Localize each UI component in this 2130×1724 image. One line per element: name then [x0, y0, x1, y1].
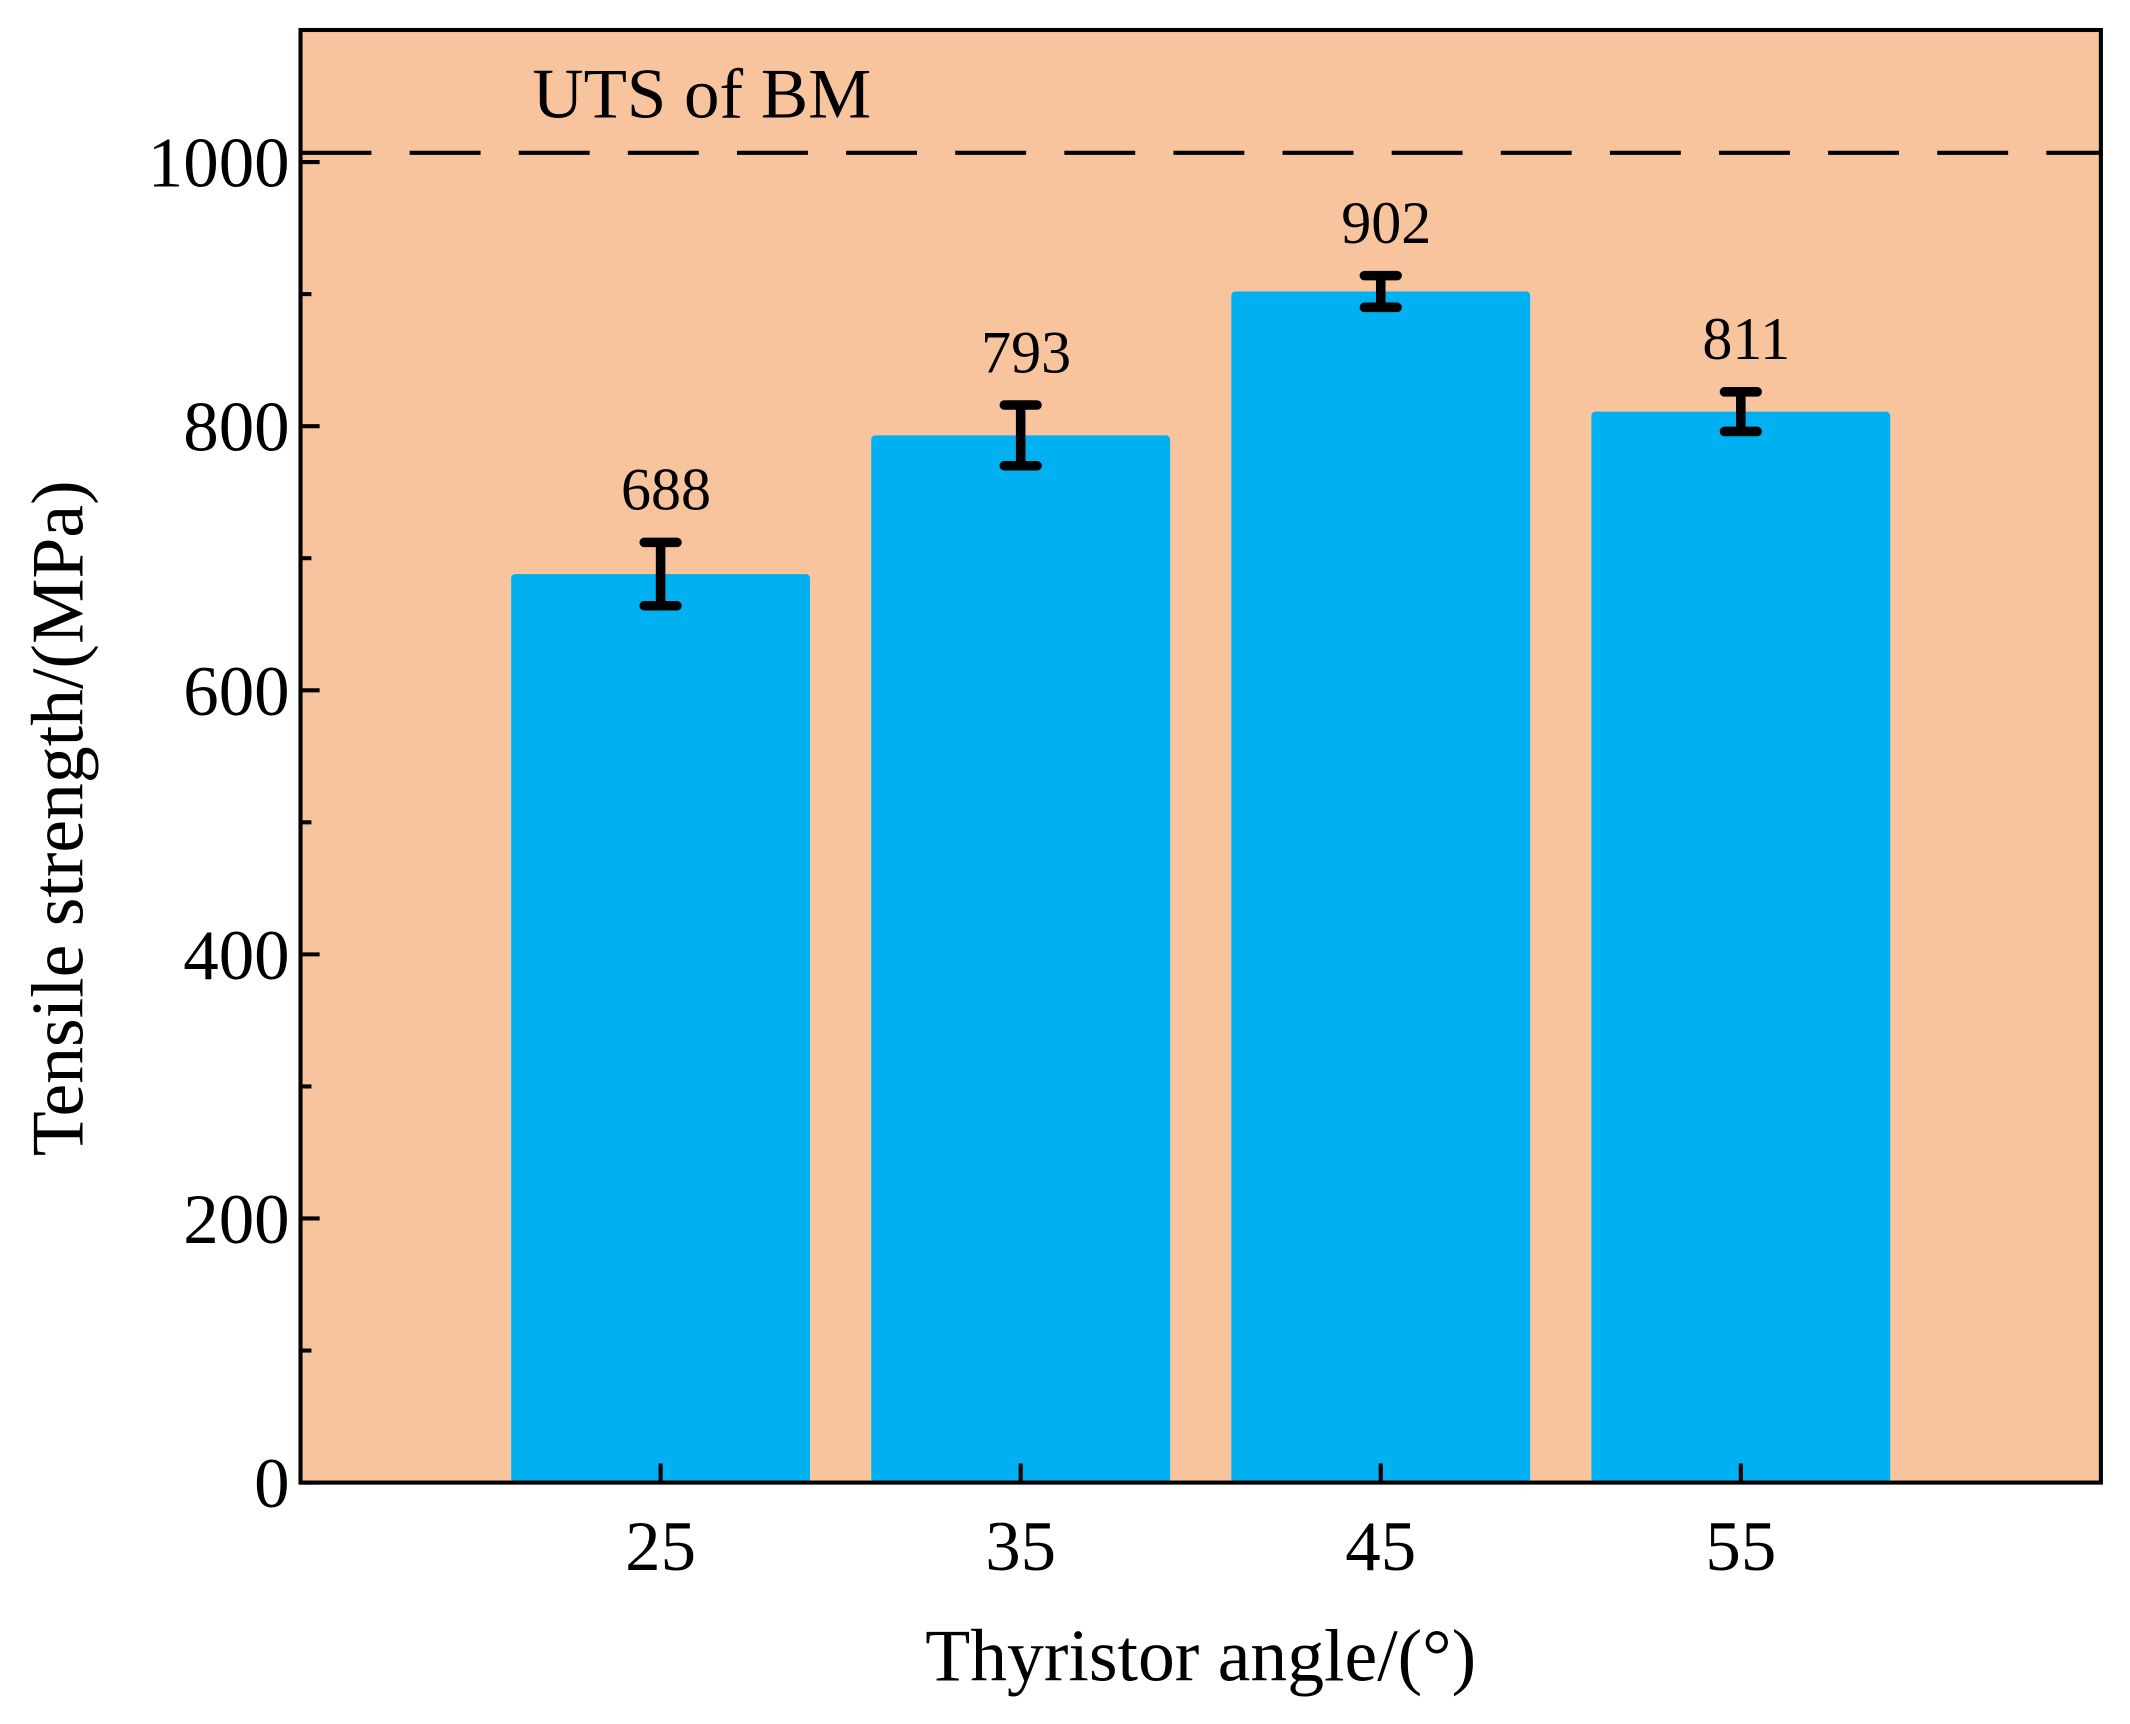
y-tick-label: 600	[183, 653, 289, 731]
bar	[871, 435, 1171, 1483]
x-tick-label: 45	[1345, 1508, 1416, 1586]
annotation: UTS of BM	[532, 55, 871, 133]
y-tick-label: 0	[254, 1445, 289, 1523]
bar	[1591, 411, 1891, 1483]
data-label: 902	[1341, 190, 1431, 256]
x-tick-label: 55	[1705, 1508, 1776, 1586]
y-tick-label: 800	[183, 389, 289, 467]
x-axis-label: Thyristor angle/(°)	[925, 1614, 1476, 1696]
x-tick-label: 35	[985, 1508, 1056, 1586]
bar	[1231, 291, 1531, 1483]
y-tick-label: 400	[183, 917, 289, 995]
data-label: 793	[981, 319, 1071, 385]
plot-frame	[298, 27, 2103, 1485]
data-label: 688	[621, 457, 711, 523]
bar	[511, 574, 811, 1483]
y-tick-label: 1000	[148, 125, 290, 203]
y-tick-label: 200	[183, 1181, 289, 1259]
y-axis-label: Tensile strength/(MPa)	[16, 480, 98, 1156]
data-label: 811	[1702, 306, 1790, 372]
x-tick-label: 25	[625, 1508, 696, 1586]
